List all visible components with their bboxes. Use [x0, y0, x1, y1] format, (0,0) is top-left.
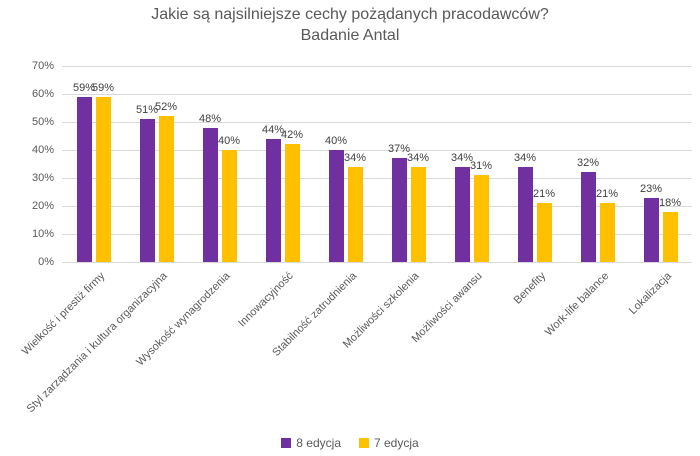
bar-8-edycja	[76, 96, 92, 262]
gridline	[62, 206, 692, 207]
data-label: 48%	[198, 112, 222, 125]
bar-7-edycja	[410, 166, 426, 262]
legend-item-8-edycja: 8 edycja	[281, 436, 341, 450]
legend-item-7-edycja: 7 edycja	[359, 436, 419, 450]
data-label: 34%	[343, 151, 367, 164]
data-label: 23%	[639, 182, 663, 195]
data-label: 18%	[658, 196, 682, 209]
data-label: 40%	[217, 135, 241, 147]
data-label: 31%	[469, 160, 493, 173]
gridline	[62, 122, 692, 123]
chart-title-line2: Badanie Antal	[300, 27, 400, 44]
data-label: 21%	[595, 188, 619, 201]
bar-8-edycja	[265, 138, 281, 262]
gridline	[62, 94, 692, 95]
data-label: 59%	[91, 81, 115, 94]
bar-8-edycja	[202, 127, 218, 262]
gridline	[62, 150, 692, 151]
y-axis-tick-label: 20%	[31, 200, 54, 212]
y-axis-tick-label: 0%	[38, 256, 54, 268]
y-axis-tick-label: 30%	[31, 172, 54, 184]
gridline	[62, 262, 692, 263]
legend: 8 edycja 7 edycja	[0, 436, 700, 450]
legend-label: 7 edycja	[374, 436, 419, 450]
bar-7-edycja	[347, 166, 363, 262]
chart-title-line1: Jakie są najsilniejsze cechy pożądanych …	[151, 6, 549, 23]
bar-7-edycja	[221, 150, 237, 262]
data-label: 37%	[387, 143, 411, 156]
bar-7-edycja	[536, 203, 552, 262]
bar-8-edycja	[391, 158, 407, 262]
data-label: 34%	[450, 151, 474, 164]
bar-8-edycja	[328, 150, 344, 262]
bar-8-edycja	[580, 172, 596, 262]
legend-swatch	[359, 438, 369, 448]
gridline	[62, 66, 692, 67]
data-label: 51%	[135, 104, 159, 117]
bar-7-edycja	[158, 116, 174, 262]
x-axis-category-label: Work-life balance	[542, 270, 611, 339]
data-label: 21%	[532, 188, 556, 201]
data-label: 40%	[324, 135, 348, 147]
gridline	[62, 178, 692, 179]
y-axis-tick-label: 40%	[31, 144, 54, 156]
legend-label: 8 edycja	[296, 436, 341, 450]
bar-7-edycja	[284, 144, 300, 262]
legend-swatch	[281, 438, 292, 448]
y-axis-tick-label: 10%	[31, 228, 54, 240]
data-label: 52%	[154, 101, 178, 114]
x-axis-category-label: Możliwości awansu	[409, 270, 485, 346]
bar-7-edycja	[95, 96, 111, 262]
y-axis-tick-label: 60%	[31, 88, 54, 100]
bar-8-edycja	[517, 166, 533, 262]
data-label: 32%	[576, 157, 600, 170]
data-label: 34%	[513, 151, 537, 164]
bar-7-edycja	[473, 175, 489, 262]
x-axis-category-label: Benefity	[511, 270, 548, 307]
data-label: 59%	[72, 81, 96, 94]
data-label: 44%	[261, 123, 285, 136]
x-axis-category-label: Styl zarządzania i kultura organizacyjna	[24, 270, 170, 416]
data-label: 34%	[406, 151, 430, 164]
x-axis-category-label: Innowacyjność	[236, 270, 296, 330]
bar-8-edycja	[454, 166, 470, 262]
data-label: 42%	[280, 129, 304, 142]
bar-7-edycja	[599, 203, 615, 262]
chart-title: Jakie są najsilniejsze cechy pożądanych …	[0, 4, 700, 46]
gridline	[62, 234, 692, 235]
bar-8-edycja	[643, 197, 659, 262]
y-axis-tick-label: 70%	[31, 60, 54, 72]
x-axis-category-label: Lokalizacja	[627, 270, 674, 317]
bar-7-edycja	[662, 211, 678, 262]
bar-8-edycja	[139, 119, 155, 262]
y-axis-tick-label: 50%	[31, 116, 54, 128]
